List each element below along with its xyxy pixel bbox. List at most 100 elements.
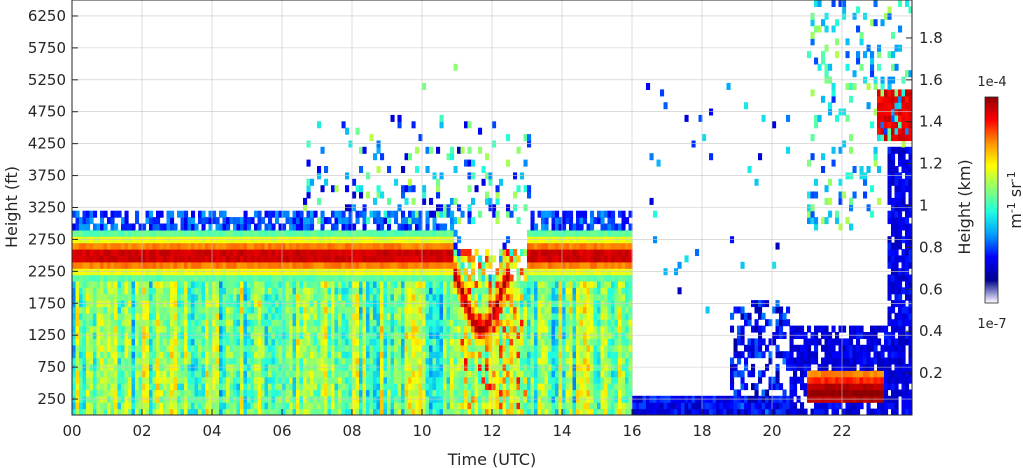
heat-cell [523,185,528,193]
heat-cell [257,229,262,237]
heat-cell [205,287,210,295]
heat-cell [481,293,486,301]
heat-cell [117,287,122,295]
heat-cell [205,274,210,282]
heat-cell [443,268,448,276]
heat-cell [338,249,343,256]
heat-cell [233,261,238,269]
heat-cell [299,229,304,237]
heat-cell [107,312,112,320]
heat-cell [240,261,245,269]
heat-cell [317,172,322,180]
heat-cell [492,312,497,320]
heat-cell [257,242,262,250]
heat-cell [313,402,318,410]
heat-cell [558,319,563,327]
heat-cell [194,255,199,263]
heat-cell [387,402,392,410]
heat-cell [443,376,448,384]
heat-cell [250,389,255,397]
heat-cell [544,402,549,410]
heat-cell [390,242,395,250]
heat-cell [471,217,476,225]
heat-cell [191,389,196,397]
heat-cell [292,312,297,320]
heat-cell [411,338,416,346]
heat-cell [247,217,252,225]
heat-cell [383,229,388,237]
heat-cell [177,287,182,295]
heat-cell [299,249,304,256]
heat-cell [268,312,273,320]
heat-cell [516,332,521,339]
heat-cell [544,306,549,314]
heat-cell [600,338,605,346]
heat-cell [474,185,479,193]
heat-cell [499,280,504,288]
heat-cell [544,351,549,359]
heat-cell [341,223,346,231]
heat-cell [467,261,472,269]
heat-cell [488,293,493,301]
heat-cell [324,344,329,352]
heat-cell [317,319,322,327]
heat-cell [443,293,448,301]
heat-cell [324,376,329,384]
heat-cell [198,332,203,339]
heat-cell [446,153,451,161]
heat-cell [100,210,105,218]
heat-cell [586,287,591,295]
heat-cell [278,402,283,410]
heat-cell [103,370,108,378]
heat-cell [208,210,213,218]
heat-cell [600,210,605,218]
heat-cell [334,300,339,308]
heat-cell [135,312,140,320]
heat-cell [194,268,199,276]
heat-cell [502,325,507,333]
heat-cell [93,312,98,320]
heat-cell [341,402,346,410]
heat-cell [156,293,161,301]
heat-cell [618,357,623,365]
heat-cell [586,408,591,415]
heat-cell [471,319,476,327]
heat-cell [544,344,549,352]
heat-cell [313,274,318,282]
heat-cell [520,357,525,365]
heat-cell [534,408,539,415]
heat-cell [317,357,322,365]
heat-cell [163,332,168,339]
heat-cell [156,300,161,308]
heat-cell [565,293,570,301]
heat-cell [240,338,245,346]
heat-cell [362,249,367,256]
heat-cell [275,255,280,263]
heat-cell [170,338,175,346]
heat-cell [432,389,437,397]
heat-cell [439,280,444,288]
heat-cell [320,408,325,415]
heat-cell [324,166,329,173]
heat-cell [562,338,567,346]
heat-cell [394,402,399,410]
heat-cell [72,408,77,415]
heat-cell [348,274,353,282]
heat-cell [362,146,367,154]
heat-cell [219,249,224,256]
heat-cell [145,370,150,378]
heat-cell [366,268,371,276]
heat-cell [128,293,133,301]
heat-cell [93,210,98,218]
heat-cell [159,312,164,320]
heat-cell [516,293,521,301]
heat-cell [502,344,507,352]
heat-cell [380,332,385,339]
heat-cell [628,268,633,276]
heat-cell [471,172,476,180]
heat-cell [303,217,308,225]
heat-cell [271,338,276,346]
heat-cell [534,312,539,320]
heat-cell [180,389,185,397]
heat-cell [86,389,91,397]
